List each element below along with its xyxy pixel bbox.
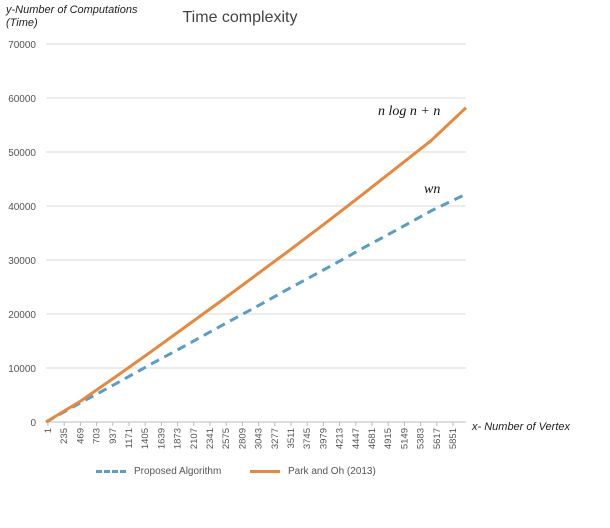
series-line-proposed-algorithm (45, 192, 467, 424)
x-tick-label-937: 937 (108, 428, 119, 444)
series-line-park-and-oh (45, 106, 468, 424)
annotation-nlogn: n log n + n (378, 104, 441, 119)
x-tick-label-3043: 3043 (254, 428, 265, 449)
x-tick-label-5149: 5149 (399, 428, 410, 449)
x-tick-label-235: 235 (59, 428, 70, 444)
x-tick-label-3745: 3745 (302, 428, 313, 449)
legend-swatch-park-oh (250, 470, 280, 473)
series-lines (45, 106, 468, 424)
legend-label-proposed: Proposed Algorithm (134, 466, 222, 477)
legend-item-proposed: Proposed Algorithm (96, 466, 221, 477)
x-tick-label-1873: 1873 (173, 428, 184, 449)
x-tick-label-3511: 3511 (286, 428, 297, 448)
x-tick-label-4915: 4915 (383, 428, 394, 449)
x-tick-label-1171: 1171 (124, 428, 135, 448)
x-tick-label-4681: 4681 (367, 428, 378, 449)
y-tick-label-10000: 10000 (8, 364, 36, 375)
legend-swatch-proposed (96, 470, 126, 473)
x-tick-label-1: 1 (43, 428, 54, 433)
x-tick-label-5617: 5617 (432, 428, 443, 449)
x-tick-label-2107: 2107 (189, 428, 200, 449)
y-tick-label-40000: 40000 (8, 202, 36, 213)
x-tick-label-469: 469 (75, 428, 86, 444)
x-tick-label-5383: 5383 (416, 428, 427, 449)
x-axis-label: x- Number of Vertex (472, 421, 571, 433)
x-tick-label-2809: 2809 (237, 428, 248, 449)
x-tick-label-5851: 5851 (448, 428, 459, 449)
y-axis-ticks: 0 10000 20000 30000 40000 50000 60000 70000 (8, 40, 36, 429)
x-tick-label-2575: 2575 (221, 428, 232, 449)
x-tick-label-3979: 3979 (318, 428, 329, 449)
y-tick-label-0: 0 (30, 418, 36, 429)
chart-title: Time complexity (182, 9, 298, 26)
y-tick-label-30000: 30000 (8, 256, 36, 267)
legend-label-park-oh: Park and Oh (2013) (288, 466, 376, 477)
x-axis-ticks: 1 235 469 703 937 1171 1405 1639 1873 2107 2341 257… (43, 422, 459, 449)
annotation-wn: wn (424, 182, 441, 197)
x-tick-label-4447: 4447 (351, 428, 362, 449)
gridlines (46, 43, 466, 369)
x-tick-label-2341: 2341 (205, 428, 216, 449)
x-tick-label-1639: 1639 (156, 428, 167, 449)
x-tick-label-703: 703 (92, 428, 103, 444)
y-axis-label: y-Number of Computations (Time) (6, 4, 138, 29)
y-tick-label-20000: 20000 (8, 310, 36, 321)
x-tick-label-3277: 3277 (270, 428, 281, 449)
legend-item-park-oh: Park and Oh (2013) (250, 466, 376, 477)
x-tick-label-4213: 4213 (335, 428, 346, 449)
x-tick-label-1405: 1405 (140, 428, 151, 449)
y-tick-label-60000: 60000 (8, 94, 36, 105)
y-tick-label-50000: 50000 (8, 148, 36, 159)
y-tick-label-70000: 70000 (8, 40, 36, 51)
